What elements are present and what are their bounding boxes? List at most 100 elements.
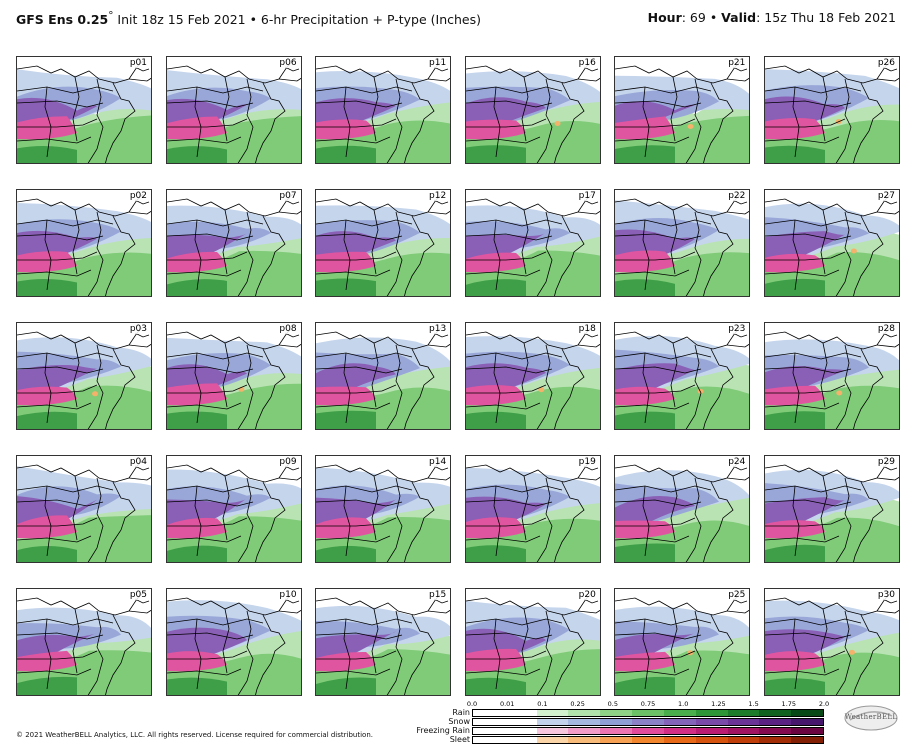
boundary-line: [105, 614, 136, 695]
boundary-line: [733, 332, 748, 338]
boundary-line: [536, 344, 553, 429]
boundary-line: [166, 499, 253, 507]
map-title: GFS Ens 0.25° Init 18z 15 Feb 2021 • 6-h…: [16, 10, 481, 27]
legend-swatch: [727, 719, 760, 725]
boundary-line: [134, 465, 150, 471]
boundary-line: [44, 485, 52, 557]
boundary-line: [166, 60, 293, 84]
legend-swatch: [568, 719, 601, 725]
boundary-line: [642, 219, 650, 291]
boundary-line: [134, 332, 150, 338]
boundary-line: [835, 610, 852, 695]
boundary-line: [853, 481, 884, 562]
member-label: p15: [428, 590, 448, 600]
boundary-line: [703, 215, 734, 296]
logo-text: WeatherBELL: [844, 713, 898, 721]
legend-swatch: [791, 737, 823, 743]
precip-map-p24: [615, 459, 750, 562]
boundary-line: [583, 332, 598, 338]
boundary-line: [465, 499, 552, 507]
boundary-line: [521, 342, 529, 408]
precip-band: [615, 520, 676, 539]
legend-swatch: [663, 737, 696, 743]
boundary-line: [284, 332, 299, 338]
legend-tick: 1.5: [748, 700, 759, 708]
boundary-line: [553, 215, 585, 296]
legend-tick: 0.75: [640, 700, 656, 708]
boundary-line: [615, 251, 696, 261]
legend-swatch: [632, 737, 664, 743]
ensemble-panel-p22: p22: [614, 189, 751, 297]
valid-time: Hour: 69 • Valid: 15z Thu 18 Feb 2021: [648, 10, 896, 25]
boundary-line: [316, 86, 413, 94]
boundary-line: [765, 668, 840, 676]
boundary-line: [493, 485, 501, 557]
legend-swatch: [759, 719, 792, 725]
boundary-line: [615, 100, 702, 108]
boundary-line: [222, 209, 230, 275]
precip-map-p18: [465, 326, 600, 429]
boundary-line: [386, 344, 403, 429]
ensemble-panel-p16: p16: [464, 56, 601, 164]
ensemble-panel-p01: p01: [16, 56, 152, 164]
boundary-line: [820, 475, 828, 541]
boundary-line: [615, 136, 690, 144]
boundary-line: [316, 402, 391, 410]
member-label: p09: [278, 457, 298, 467]
precip-band: [765, 253, 825, 273]
member-label: p26: [876, 58, 896, 68]
legend-swatch: [759, 710, 792, 716]
boundary-line: [727, 476, 750, 481]
legend-swatch: [663, 719, 696, 725]
boundary-line: [765, 517, 846, 527]
member-label: p03: [128, 324, 148, 334]
boundary-line: [17, 366, 104, 374]
boundary-line: [284, 598, 299, 604]
boundary-line: [166, 366, 253, 374]
ensemble-panel-p21: p21: [614, 56, 751, 164]
precip-band: [765, 651, 825, 672]
boundary-line: [536, 211, 553, 296]
boundary-line: [882, 332, 898, 338]
sleet-blob: [850, 248, 857, 254]
member-label: p05: [128, 590, 148, 600]
member-label: p27: [876, 191, 896, 201]
boundary-line: [765, 384, 846, 394]
legend-swatch: [600, 728, 633, 734]
boundary-line: [765, 233, 852, 241]
boundary-line: [465, 352, 562, 360]
boundary-line: [87, 211, 104, 296]
boundary-line: [278, 210, 301, 215]
boundary-line: [465, 100, 552, 108]
legend-swatch: [632, 728, 664, 734]
precip-map-p25: [615, 592, 750, 695]
boundary-line: [615, 219, 712, 227]
legend-swatch: [632, 719, 664, 725]
member-label: p19: [577, 457, 597, 467]
boundary-line: [835, 344, 852, 429]
boundary-line: [316, 233, 403, 241]
boundary-line: [465, 535, 540, 543]
boundary-line: [194, 86, 202, 158]
member-label: p11: [428, 58, 448, 68]
boundary-line: [792, 352, 800, 424]
boundary-line: [615, 459, 742, 483]
valid-label: Valid: [721, 10, 757, 25]
boundary-line: [434, 66, 449, 72]
boundary-line: [765, 136, 840, 144]
boundary-line: [465, 86, 562, 94]
precip-map-p15: [316, 592, 451, 695]
boundary-line: [166, 86, 263, 94]
boundary-line: [703, 348, 734, 429]
boundary-line: [465, 219, 562, 227]
degree-mark: °: [108, 10, 114, 22]
boundary-line: [316, 366, 403, 374]
boundary-line: [820, 209, 828, 275]
precip-band: [316, 517, 377, 539]
legend-row-label: Snow: [448, 717, 470, 726]
legend-ticks: 0.0 0.01 0.1 0.25 0.5 0.75 1.0 1.25 1.5 1.75 2.0: [466, 700, 829, 708]
boundary-line: [792, 618, 800, 690]
boundary-line: [134, 66, 150, 72]
ensemble-panel-p20: p20: [464, 588, 601, 696]
boundary-line: [371, 342, 379, 408]
